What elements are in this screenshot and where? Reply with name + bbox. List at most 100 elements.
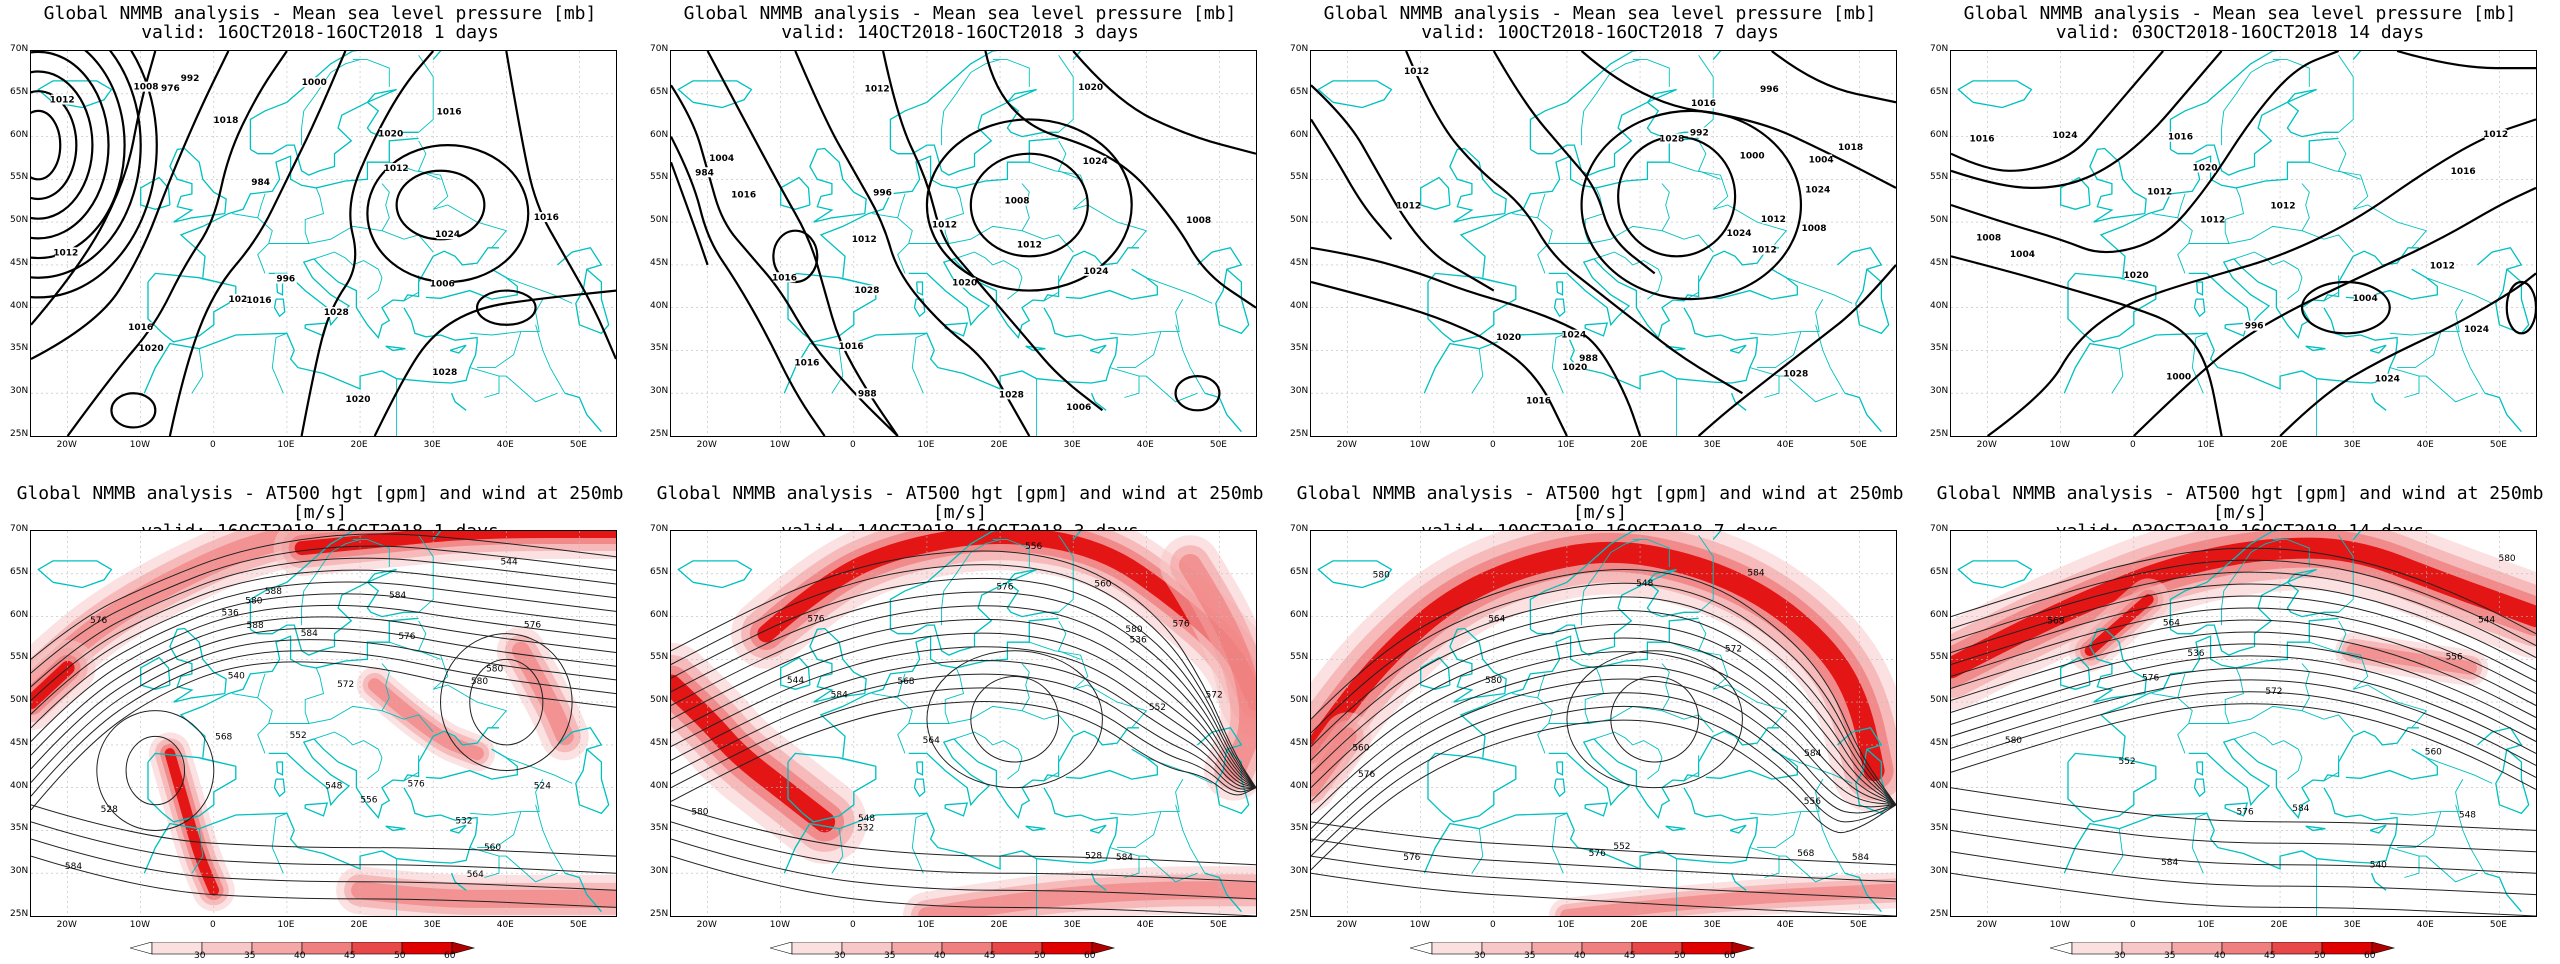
contour-label: 560 [1094,580,1111,590]
coastline [2196,281,2204,296]
coastline [425,268,518,300]
lat-tick-label: 40N [650,300,669,311]
lat-tick-label: 35N [650,343,669,354]
geopotential-contour [31,627,616,770]
country-border [2419,375,2478,403]
country-border [418,55,434,133]
country-border [1632,59,1670,87]
lon-tick-label: 50E [569,920,587,930]
country-border [268,183,390,244]
coastline [783,332,1074,394]
isobar-label-bg [214,115,237,126]
isobar-label-bg [1527,395,1550,406]
coastline [1025,825,1046,832]
country-border [352,59,390,87]
isobar-label: 996 [276,275,295,285]
country-border [2389,847,2420,878]
isobar-label: 992 [1690,128,1709,138]
isobar-label: 1028 [1783,370,1808,380]
lat-tick-label: 70N [650,44,669,54]
lon-tick-label: 20E [1630,440,1648,450]
lat-tick-label: 30N [1930,866,1949,877]
contour-label: 576 [1403,853,1420,863]
isobar-label: 1024 [1561,331,1586,341]
isobar-label: 1004 [1809,155,1834,165]
contour-label: 556 [1804,797,1821,807]
country-border [1584,667,1605,724]
coastline [143,332,434,394]
lat-tick-label: 65N [10,86,29,97]
country-border [1749,298,1824,336]
coastline [249,531,442,630]
country-border [403,755,420,782]
geopotential-contour [31,804,616,857]
wind-speed-shading [1178,553,1256,782]
contour-label: 568 [215,733,232,743]
mslp-panel-1: Global NMMB analysis - Mean sea level pr… [0,0,640,480]
coastline [1844,392,1882,433]
isobar-label: 1024 [2052,131,2077,141]
lat-tick-label: 25N [10,429,29,439]
contour-label: 564 [1488,614,1505,624]
isobar-label-bg [1397,200,1420,211]
lon-tick-label: 10W [1409,920,1431,930]
country-border [2177,193,2186,218]
country-border [1480,758,1516,767]
lat-tick-label: 55N [1290,172,1309,183]
country-border [872,693,913,754]
coastline [433,821,478,864]
lat-tick-label: 25N [1290,429,1309,439]
isobar-label: 1028 [324,308,349,318]
isobar-label-bg [693,167,716,178]
isobar-label-bg [1758,83,1781,94]
coastline [1197,727,1250,815]
map-canvas: 1004 1008 1012 1016 1020 1024 1012 1024 1020 1016… [1951,51,2536,436]
coastline [2089,147,2147,223]
isobar-label-bg [379,128,402,139]
map-canvas: 1008 1012 1016 1012 1020 1024 1028 1028 1024 1020… [1311,51,1896,436]
country-border [418,535,434,613]
coastline [1073,341,1118,384]
lon-tick-label: 0 [1489,920,1496,930]
geopotential-contour [1951,872,2536,916]
isobar-label: 1016 [772,273,797,283]
coastline [268,738,351,807]
geopotential-contour [1951,607,2536,695]
isobar [110,392,157,429]
isobar-label: 1012 [2483,130,2508,140]
coastline [913,298,926,318]
isobar [1580,109,1803,301]
lon-tick-label: 10E [2197,440,2215,450]
coastline [819,617,1059,758]
lon-tick-label: 50E [1209,920,1227,930]
country-border [941,59,1001,146]
coastline [1459,617,1699,758]
coastline [908,738,991,807]
country-border [840,278,876,287]
panel-title-line: Global NMMB analysis - AT500 hgt [gpm] a… [1296,483,1904,523]
isobar-label: 1018 [1838,143,1863,153]
lon-tick-label: 10E [1557,920,1575,930]
coastline [179,137,419,278]
isobar-label-bg [431,278,454,289]
contour-label: 528 [101,805,118,815]
contour-label: 588 [247,621,264,631]
isobar-label-bg [1660,133,1683,144]
country-border [1175,324,1206,394]
lat-tick-label: 30N [10,866,29,877]
country-border [2323,755,2340,782]
coastline [1090,872,1107,891]
colorbar-tick-label: 60 [1084,951,1096,961]
coastline [953,727,1139,819]
isobar-label-bg [433,366,456,377]
coastline [1529,51,1722,150]
isobar-label-bg [1692,98,1715,109]
panel-title-line: Global NMMB analysis - Mean sea level pr… [683,3,1237,24]
coastline [557,247,610,335]
coastline [780,656,811,690]
lon-tick-label: 40E [1776,440,1794,450]
isobar [671,136,826,436]
colorbar-tick-label: 45 [344,951,356,961]
lon-tick-label: 30E [2343,440,2361,450]
isobar-label-bg [1753,244,1776,255]
